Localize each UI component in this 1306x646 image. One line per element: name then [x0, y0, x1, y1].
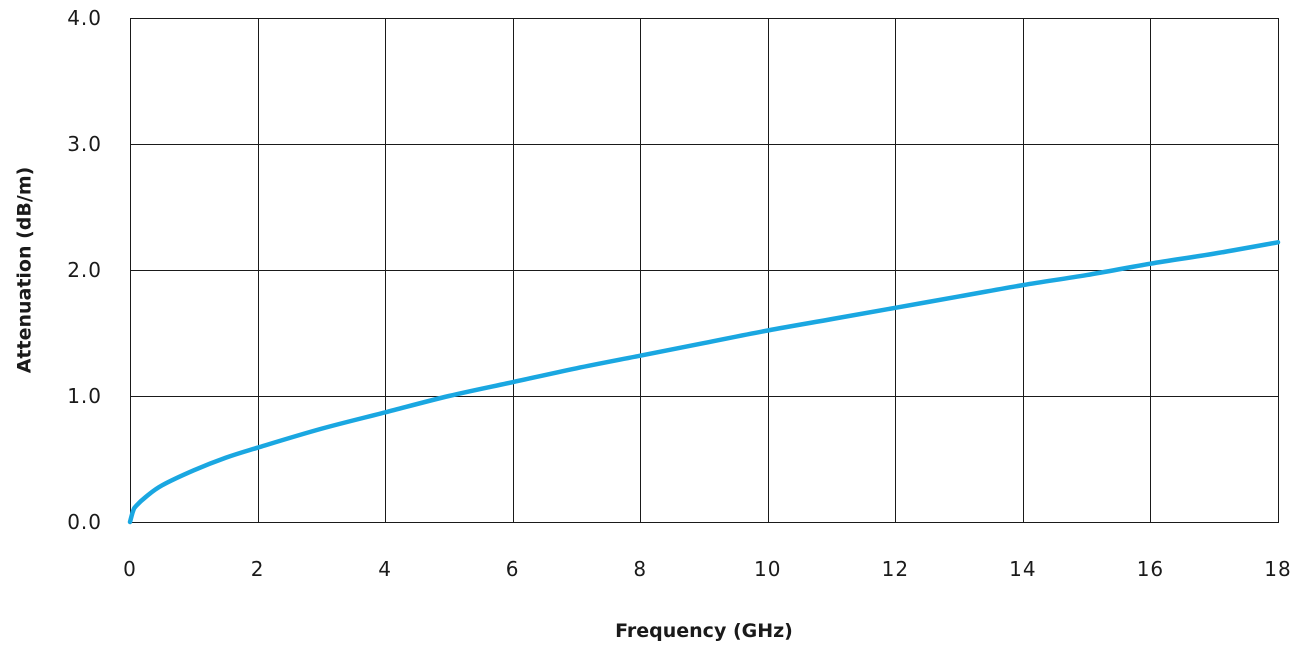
y-axis-title: Attenuation (dB/m)	[14, 167, 36, 374]
x-tick-label: 16	[1137, 557, 1164, 581]
attenuation-series-line	[127, 240, 1281, 525]
x-tick-label: 2	[251, 557, 265, 581]
x-tick-label: 18	[1264, 557, 1291, 581]
x-axis-title: Frequency (GHz)	[615, 620, 793, 642]
plot-area-frame	[130, 18, 1279, 523]
y-tick-labels: 0.0 1.0 2.0 3.0 4.0	[67, 6, 102, 534]
x-tick-label: 8	[633, 557, 647, 581]
x-tick-label: 14	[1009, 557, 1036, 581]
y-tick-label: 2.0	[67, 258, 102, 282]
y-tick-label: 3.0	[67, 132, 102, 156]
x-tick-label: 0	[123, 557, 137, 581]
y-tick-label: 0.0	[67, 510, 102, 534]
x-tick-label: 12	[882, 557, 909, 581]
x-tick-label: 10	[754, 557, 781, 581]
y-tick-label: 4.0	[67, 6, 102, 30]
x-tick-label: 6	[506, 557, 520, 581]
x-tick-labels: 0 2 4 6 8 10 12 14 16 18	[123, 557, 1291, 581]
y-tick-label: 1.0	[67, 384, 102, 408]
x-tick-label: 4	[378, 557, 392, 581]
series-layer	[127, 240, 1281, 525]
